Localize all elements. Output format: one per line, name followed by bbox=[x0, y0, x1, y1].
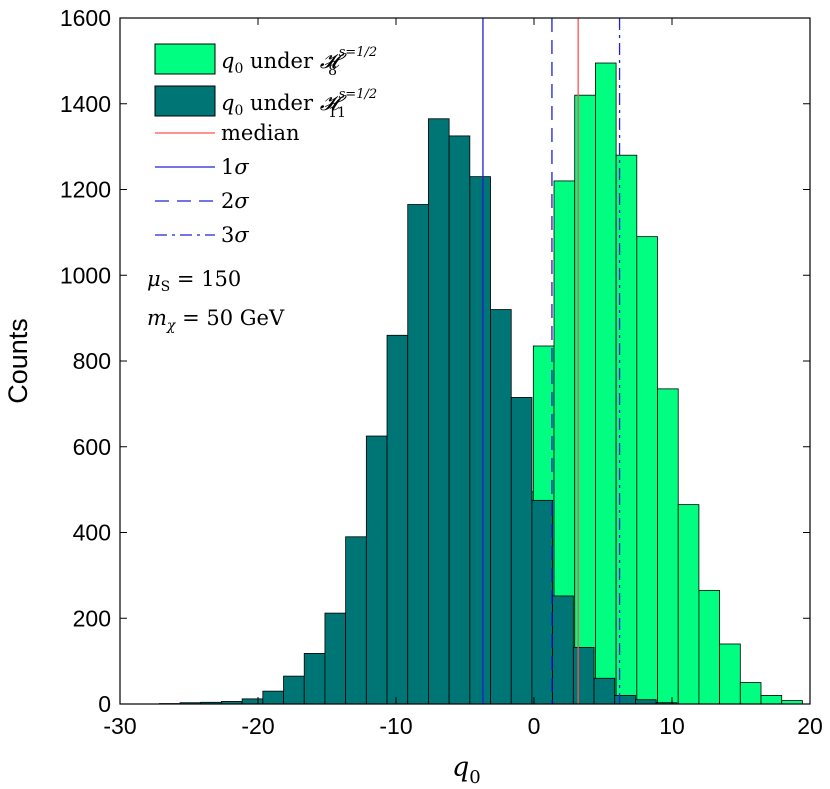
x-axis-title-sub: 0 bbox=[469, 767, 480, 788]
bar-h11-18 bbox=[531, 499, 554, 705]
bar-h11-4 bbox=[241, 698, 264, 705]
annotation-mu-sub: S bbox=[161, 279, 171, 295]
y-tick-label: 600 bbox=[73, 434, 111, 460]
legend-label-3sigma: 3σ bbox=[221, 223, 249, 247]
annotation-mu-rest: = 150 bbox=[170, 267, 241, 291]
legend-h8-hsub: 8 bbox=[328, 63, 337, 79]
legend-swatch-h11 bbox=[154, 85, 216, 117]
x-tick-label: -30 bbox=[103, 713, 136, 739]
annotation-m-sym: m bbox=[147, 306, 167, 330]
bar-h8-9 bbox=[595, 62, 617, 705]
y-axis-title: Counts bbox=[3, 318, 33, 404]
bar-h8-12 bbox=[657, 388, 679, 705]
bar-h11-10 bbox=[365, 435, 388, 705]
annotation-m-sub: χ bbox=[166, 318, 177, 334]
legend-label-h8: q0 under 𝓗s=1/2 8 bbox=[221, 45, 377, 79]
legend-h8-sup: s=1/2 bbox=[339, 45, 378, 60]
legend-h11-var: q bbox=[221, 91, 234, 115]
legend-h8-var: q bbox=[221, 49, 234, 73]
bar-h11-11 bbox=[386, 334, 409, 705]
bar-h11-17 bbox=[510, 397, 533, 705]
bar-h11-9 bbox=[345, 536, 367, 705]
bar-h11-23 bbox=[635, 699, 657, 705]
annotation-m-rest: = 50 GeV bbox=[175, 306, 285, 330]
legend-2sigma-num: 2 bbox=[221, 189, 234, 213]
x-tick-label: -10 bbox=[379, 713, 412, 739]
bar-h8-13 bbox=[677, 504, 700, 705]
annotation-mu-sym: μ bbox=[147, 267, 161, 291]
bar-h8-11 bbox=[636, 236, 658, 705]
y-tick-label: 200 bbox=[73, 605, 111, 631]
legend-h11-sub: 0 bbox=[234, 103, 243, 119]
bar-h8-15 bbox=[719, 643, 741, 705]
legend-label-h11: q0 under 𝓗s=1/2 11 bbox=[221, 87, 377, 121]
y-tick-label: 1000 bbox=[60, 262, 111, 288]
bar-h11-20 bbox=[572, 647, 595, 705]
legend-label-median: median bbox=[221, 121, 300, 145]
legend-h11-sup: s=1/2 bbox=[339, 87, 378, 102]
y-tick-label: 1600 bbox=[60, 5, 111, 31]
legend-h8-sub: 0 bbox=[234, 61, 243, 77]
bar-h11-12 bbox=[407, 204, 429, 705]
reference-lines bbox=[482, 18, 621, 704]
annotation-mu: μS = 150 bbox=[147, 267, 241, 295]
x-tick-label: 20 bbox=[797, 713, 823, 739]
x-tick-label: -20 bbox=[241, 713, 274, 739]
legend-3sigma-num: 3 bbox=[221, 223, 234, 247]
annotation-m: mχ = 50 GeV bbox=[147, 306, 285, 334]
bar-h11-7 bbox=[303, 653, 326, 705]
bar-h11-21 bbox=[593, 677, 616, 705]
axis-ticks bbox=[119, 17, 811, 705]
bar-h11-5 bbox=[262, 690, 284, 705]
legend-swatch-h8 bbox=[154, 43, 216, 75]
legend-label-2sigma: 2σ bbox=[221, 189, 249, 213]
legend-h8-under: under bbox=[243, 49, 319, 73]
x-axis-title-var: q bbox=[452, 752, 469, 783]
legend-h11-under: under bbox=[243, 91, 319, 115]
y-tick-label: 1400 bbox=[60, 91, 111, 117]
x-axis-title: q0 bbox=[452, 752, 481, 788]
legend-1sigma-num: 1 bbox=[221, 155, 234, 179]
bar-h11-14 bbox=[448, 135, 471, 705]
series-h11-bars bbox=[158, 118, 678, 705]
y-tick-label: 0 bbox=[98, 691, 111, 717]
bar-h8-17 bbox=[760, 695, 783, 705]
bar-h11-15 bbox=[469, 176, 491, 705]
bar-h11-22 bbox=[614, 695, 636, 705]
bar-h11-13 bbox=[428, 118, 450, 705]
legend-1sigma-sym: σ bbox=[234, 155, 249, 179]
bar-h8-14 bbox=[698, 589, 721, 705]
bar-h11-6 bbox=[283, 675, 305, 705]
bar-h11-8 bbox=[324, 612, 347, 705]
x-tick-label: 10 bbox=[659, 713, 685, 739]
legend-3sigma-sym: σ bbox=[234, 223, 249, 247]
y-tick-label: 1200 bbox=[60, 177, 111, 203]
x-tick-label: 0 bbox=[528, 713, 541, 739]
legend-2sigma-sym: σ bbox=[234, 189, 249, 213]
legend-label-1sigma: 1σ bbox=[221, 155, 249, 179]
bar-h8-16 bbox=[739, 682, 762, 705]
y-tick-label: 800 bbox=[73, 348, 111, 374]
legend: q0 under 𝓗s=1/2 8 q0 under 𝓗s=1/2 11 media… bbox=[154, 43, 377, 247]
axis-tick-labels: -30 -20 -10 0 10 2002004006008001000120014001… bbox=[60, 5, 823, 739]
y-tick-label: 400 bbox=[73, 520, 111, 546]
bar-h11-19 bbox=[552, 595, 574, 705]
legend-h11-hsub: 11 bbox=[328, 105, 346, 121]
bar-h11-16 bbox=[490, 309, 512, 705]
